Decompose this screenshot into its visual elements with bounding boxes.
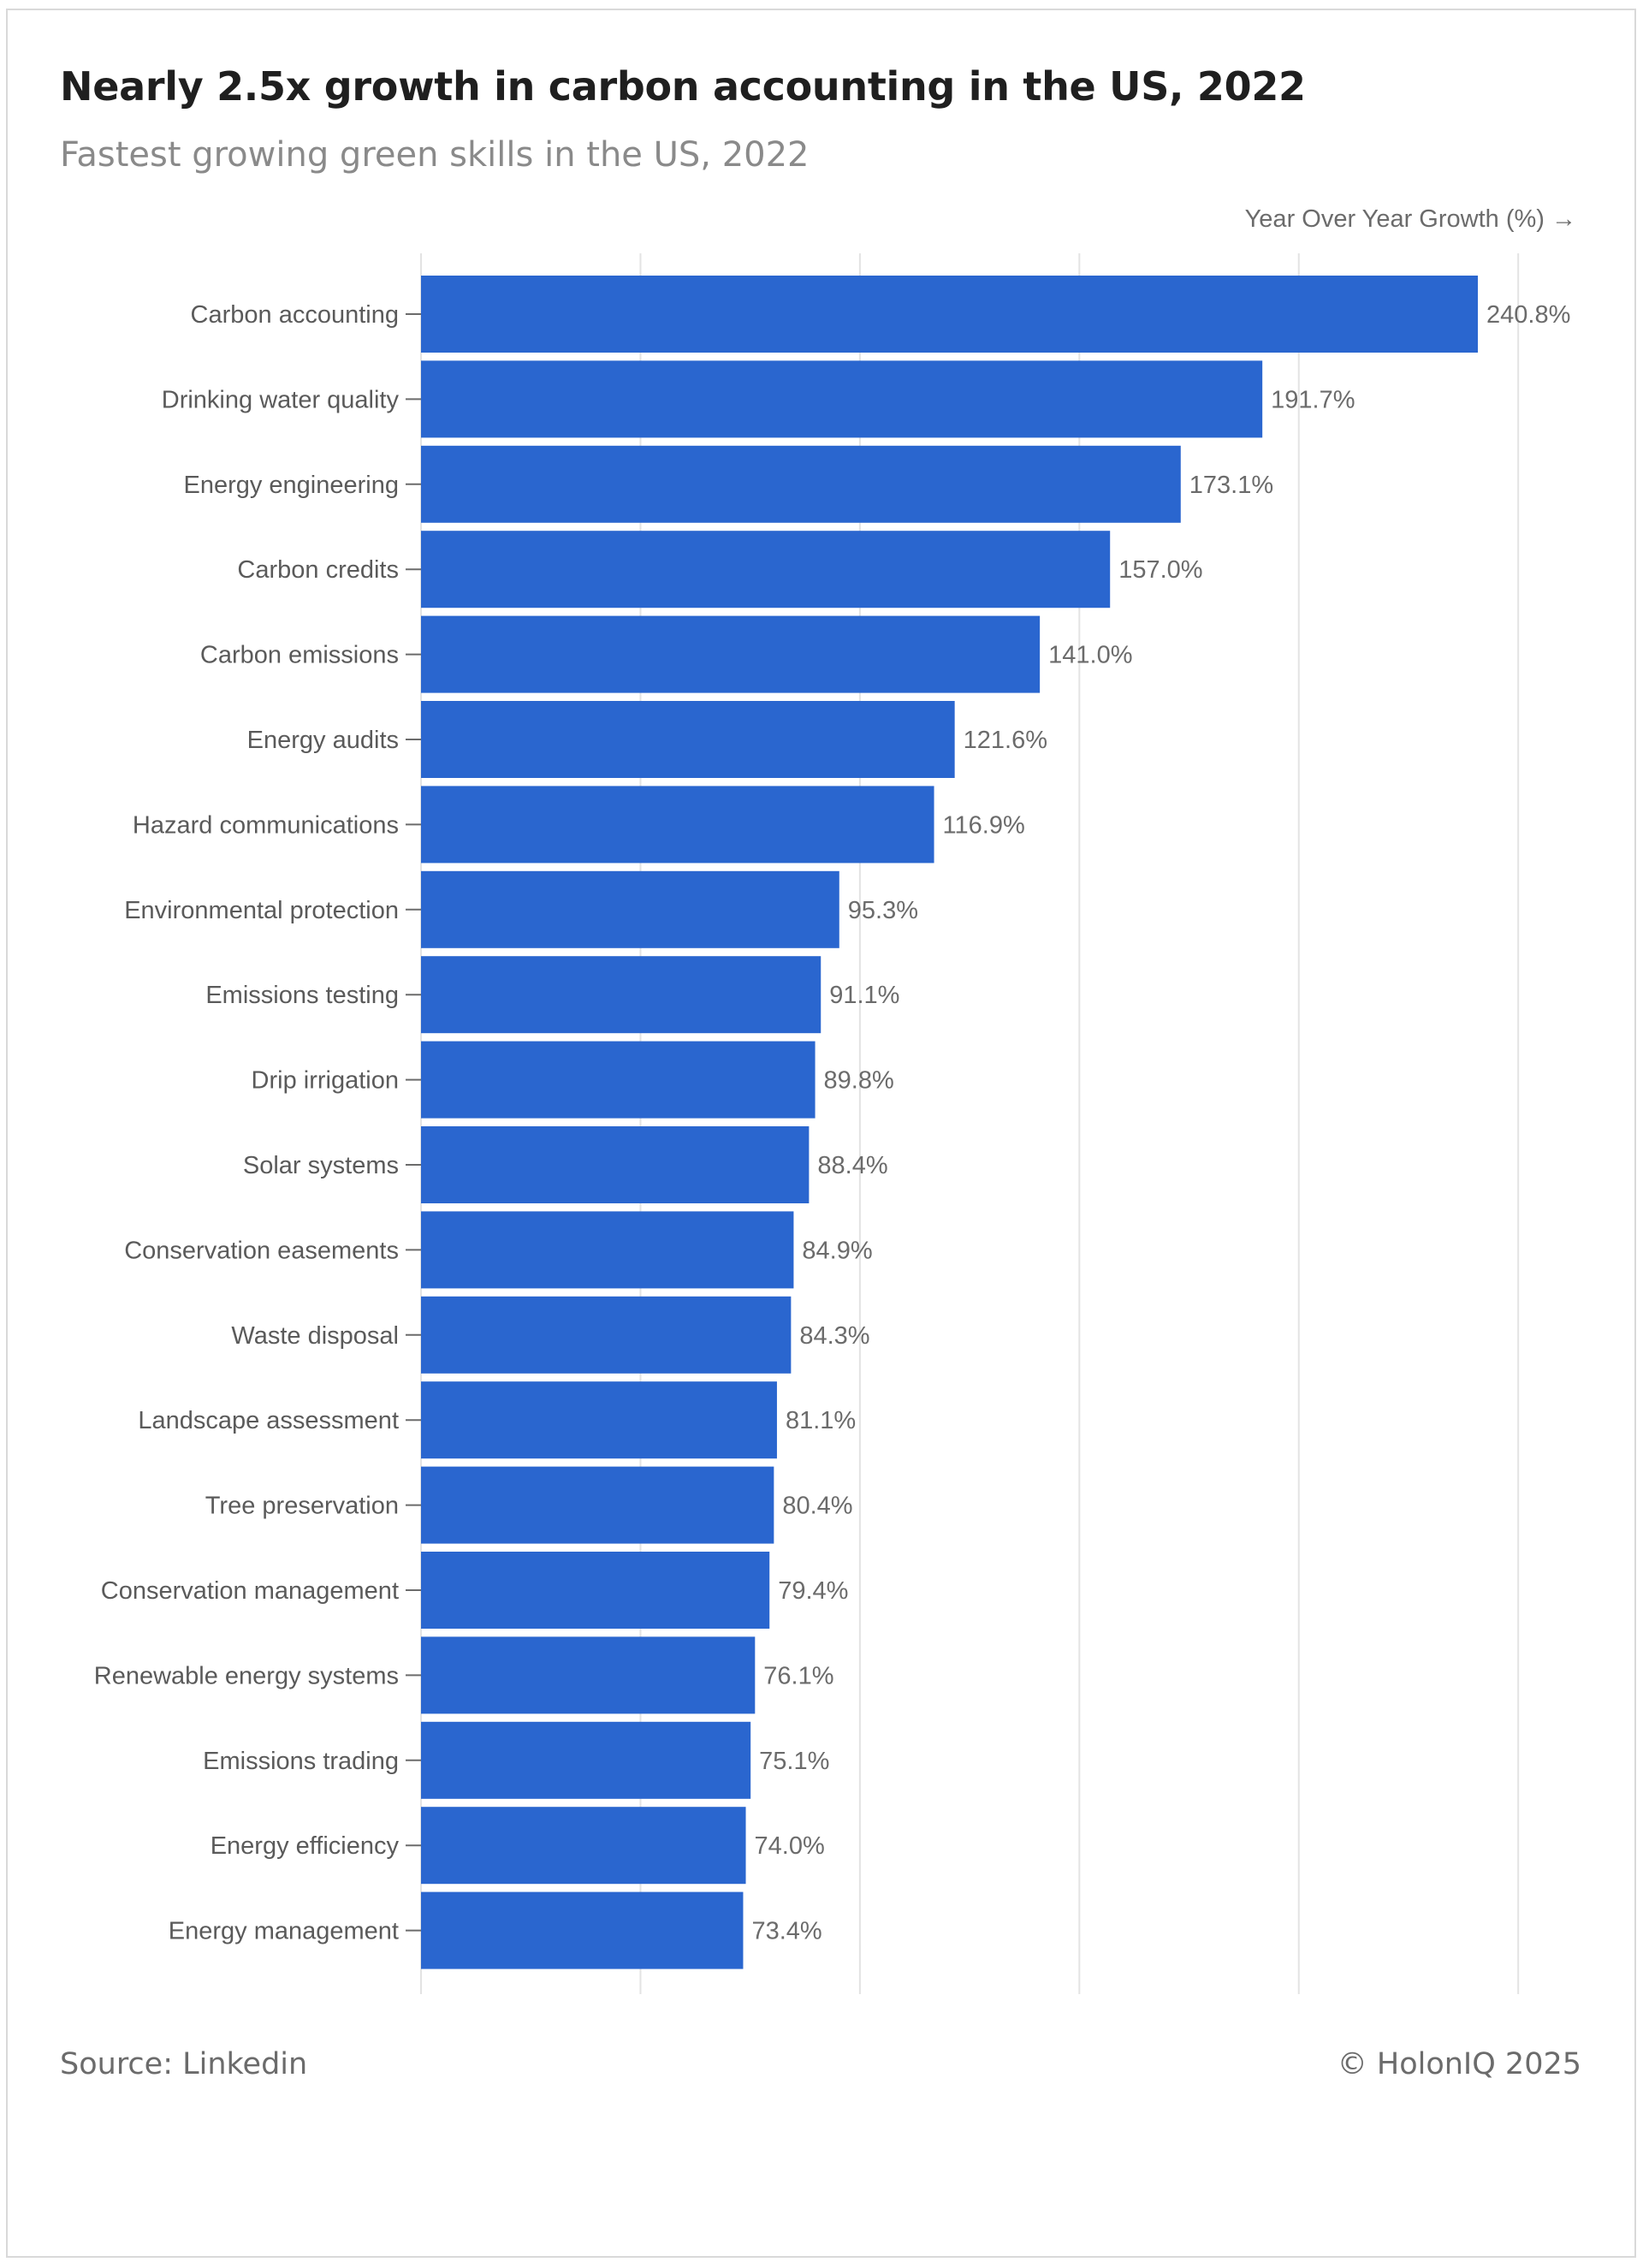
category-label: Renewable energy systems [94, 1662, 399, 1689]
value-label: 75.1% [759, 1748, 829, 1775]
category-label: Energy efficiency [211, 1832, 400, 1860]
category-label: Carbon credits [237, 556, 399, 584]
bars: Carbon accounting 240.8% Drinking water qu… [94, 276, 1570, 1969]
value-label: 84.9% [802, 1237, 872, 1264]
value-label: 95.3% [848, 897, 918, 924]
value-label: 81.1% [786, 1407, 856, 1434]
category-label: Carbon emissions [200, 642, 399, 669]
category-label: Waste disposal [231, 1322, 399, 1350]
category-label: Drip irrigation [252, 1067, 399, 1095]
bar [421, 615, 1041, 693]
value-label: 91.1% [829, 982, 899, 1009]
value-label: 116.9% [943, 811, 1025, 839]
bar [421, 956, 822, 1034]
bar [421, 276, 1478, 353]
copyright-note: © HolonIQ 2025 [1337, 2047, 1581, 2081]
value-label: 76.1% [763, 1662, 833, 1689]
category-label: Energy engineering [183, 472, 399, 499]
category-label: Landscape assessment [138, 1407, 399, 1434]
value-label: 121.6% [964, 727, 1047, 754]
value-label: 74.0% [755, 1832, 825, 1860]
value-label: 191.7% [1271, 386, 1355, 413]
value-label: 73.4% [751, 1918, 822, 1945]
category-label: Emissions testing [205, 982, 399, 1009]
value-label: 173.1% [1189, 472, 1273, 499]
value-label: 84.3% [799, 1322, 869, 1350]
category-label: Emissions trading [203, 1748, 399, 1775]
bar [421, 531, 1111, 609]
category-label: Carbon accounting [191, 301, 399, 329]
bar [421, 1211, 794, 1289]
category-label: Hazard communications [133, 811, 399, 839]
category-label: Solar systems [243, 1152, 399, 1179]
value-label: 89.8% [824, 1067, 894, 1095]
value-label: 88.4% [817, 1152, 887, 1179]
bar [421, 1891, 744, 1969]
bar [421, 1126, 810, 1203]
category-label: Drinking water quality [162, 386, 400, 413]
category-label: Conservation management [101, 1577, 399, 1605]
bar [421, 1296, 792, 1374]
bar [421, 701, 955, 778]
value-label: 141.0% [1048, 642, 1132, 669]
bar [421, 1552, 770, 1629]
bar [421, 870, 839, 948]
bar [421, 1381, 777, 1459]
chart-title: Nearly 2.5x growth in carbon accounting … [60, 63, 1306, 110]
source-note: Source: Linkedin [60, 2047, 308, 2081]
category-label: Environmental protection [124, 897, 399, 924]
category-label: Energy audits [247, 727, 399, 754]
value-label: 157.0% [1118, 556, 1202, 584]
category-label: Conservation easements [124, 1237, 399, 1264]
category-label: Tree preservation [205, 1493, 399, 1520]
bar-chart: Carbon accounting 240.8% Drinking water qu… [94, 253, 1570, 1994]
value-label: 240.8% [1486, 301, 1570, 329]
bar [421, 1721, 751, 1799]
value-label: 80.4% [782, 1493, 852, 1520]
value-label: 79.4% [778, 1577, 848, 1605]
x-axis-title: Year Over Year Growth (%) → [1244, 205, 1576, 233]
bar [421, 1041, 816, 1119]
bar [421, 445, 1181, 523]
bar [421, 1636, 756, 1714]
bar [421, 1807, 746, 1885]
bar [421, 786, 934, 864]
chart-subtitle: Fastest growing green skills in the US, … [60, 135, 810, 175]
bar [421, 1466, 774, 1544]
category-label: Energy management [169, 1918, 399, 1945]
bar [421, 360, 1263, 438]
